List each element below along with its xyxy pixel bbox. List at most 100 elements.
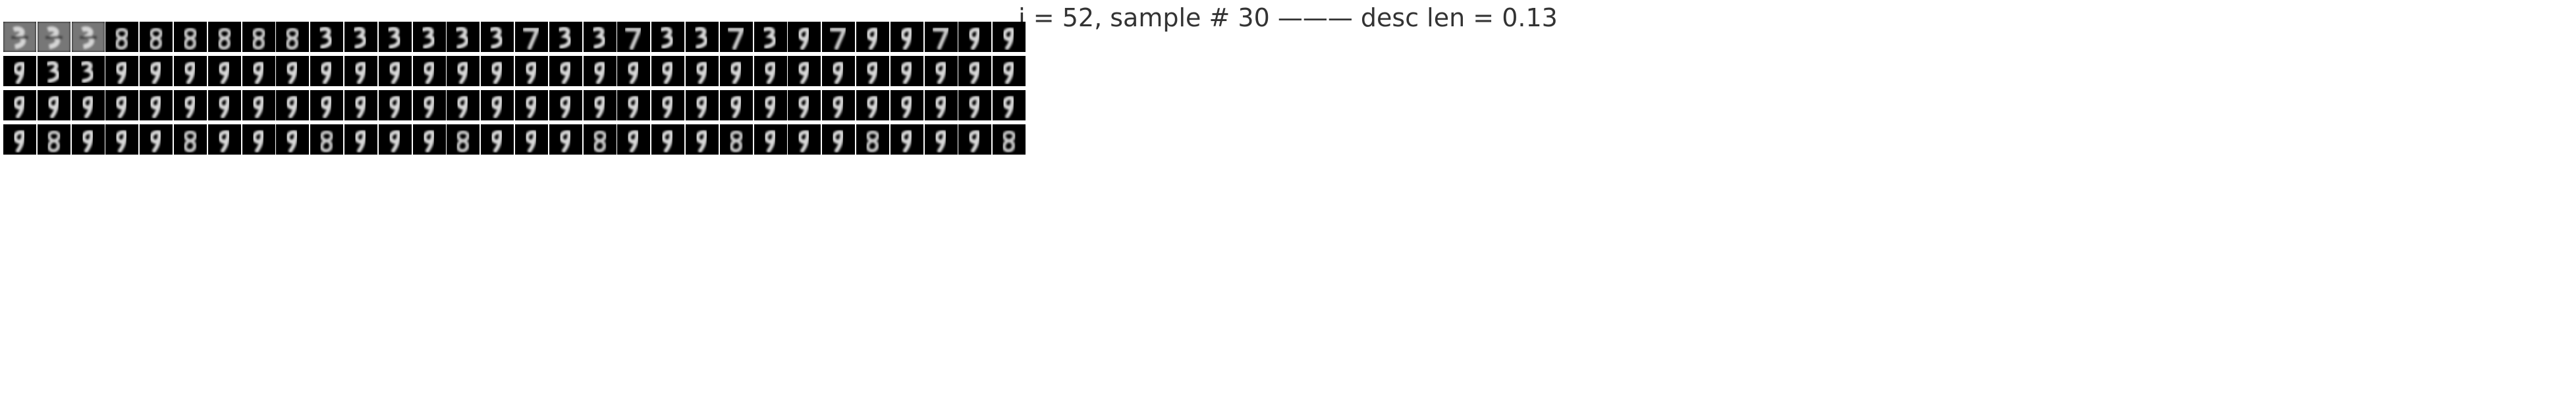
sample-image — [71, 22, 105, 52]
sample-image — [3, 56, 36, 86]
sample-image — [515, 90, 548, 120]
sample-image — [754, 90, 787, 120]
sample-image — [822, 56, 856, 86]
sample-image — [788, 56, 821, 86]
sample-image — [856, 56, 889, 86]
sample-image — [651, 90, 685, 120]
sample-image — [447, 56, 480, 86]
sample-image — [276, 90, 310, 120]
sample-image — [958, 22, 992, 52]
sample-image — [71, 124, 105, 155]
sample-image — [310, 56, 344, 86]
sample-image — [207, 90, 241, 120]
sample-image — [822, 22, 856, 52]
sample-image — [344, 22, 377, 52]
sample-image — [447, 22, 480, 52]
sample-image — [481, 124, 514, 155]
sample-image — [549, 90, 582, 120]
sample-image — [788, 22, 821, 52]
sample-image — [242, 124, 275, 155]
sample-image — [924, 56, 958, 86]
sample-image — [412, 56, 446, 86]
sample-image — [651, 22, 685, 52]
sample-image — [856, 22, 889, 52]
sample-image — [378, 90, 412, 120]
sample-image — [3, 124, 36, 155]
sample-image — [276, 56, 310, 86]
sample-image — [310, 90, 344, 120]
sample-image — [140, 124, 173, 155]
sample-image — [788, 124, 821, 155]
sample-image — [856, 124, 889, 155]
sample-image — [3, 90, 36, 120]
figure-title: i = 52, sample # 30 ——— desc len = 0.13 — [1018, 3, 1558, 32]
sample-image — [105, 124, 139, 155]
sample-image — [617, 22, 651, 52]
sample-image — [140, 90, 173, 120]
sample-image — [958, 124, 992, 155]
sample-image — [515, 124, 548, 155]
sample-image — [412, 90, 446, 120]
sample-image — [447, 90, 480, 120]
sample-image — [412, 124, 446, 155]
sample-image — [993, 56, 1026, 86]
sample-image — [242, 56, 275, 86]
sample-image — [719, 90, 753, 120]
sample-image — [719, 22, 753, 52]
sample-image — [754, 124, 787, 155]
sample-image — [958, 56, 992, 86]
sample-image — [310, 22, 344, 52]
sample-image — [3, 22, 36, 52]
sample-image — [515, 56, 548, 86]
sample-image — [617, 90, 651, 120]
sample-image — [890, 22, 923, 52]
sample-image — [583, 90, 617, 120]
sample-image — [549, 124, 582, 155]
sample-image — [583, 56, 617, 86]
sample-image — [37, 56, 70, 86]
sample-image — [686, 22, 719, 52]
sample-image — [856, 90, 889, 120]
sample-image — [822, 90, 856, 120]
sample-image — [344, 56, 377, 86]
sample-image — [719, 56, 753, 86]
sample-image — [37, 90, 70, 120]
sample-image — [378, 22, 412, 52]
sample-image — [515, 22, 548, 52]
sample-image — [481, 56, 514, 86]
sample-image — [105, 56, 139, 86]
sample-image — [958, 90, 992, 120]
sample-image — [71, 56, 105, 86]
sample-image — [344, 90, 377, 120]
sample-image — [924, 22, 958, 52]
sample-image — [890, 56, 923, 86]
sample-image — [140, 56, 173, 86]
sample-image — [890, 124, 923, 155]
sample-image — [890, 90, 923, 120]
sample-image — [105, 90, 139, 120]
sample-image — [310, 124, 344, 155]
sample-image — [207, 56, 241, 86]
sample-image — [174, 22, 207, 52]
sample-image — [549, 22, 582, 52]
sample-image — [174, 90, 207, 120]
sample-image — [754, 22, 787, 52]
sample-image — [378, 56, 412, 86]
sample-image — [993, 90, 1026, 120]
sample-image — [242, 22, 275, 52]
sample-image — [924, 90, 958, 120]
sample-image — [651, 124, 685, 155]
sample-image — [686, 56, 719, 86]
sample-image — [242, 90, 275, 120]
sample-image — [71, 90, 105, 120]
sample-image — [583, 124, 617, 155]
sample-image — [344, 124, 377, 155]
sample-image — [924, 124, 958, 155]
sample-image — [686, 90, 719, 120]
sample-image — [617, 124, 651, 155]
sample-image — [719, 124, 753, 155]
sample-image — [276, 22, 310, 52]
sample-image — [651, 56, 685, 86]
sample-image — [105, 22, 139, 52]
sample-image — [447, 124, 480, 155]
